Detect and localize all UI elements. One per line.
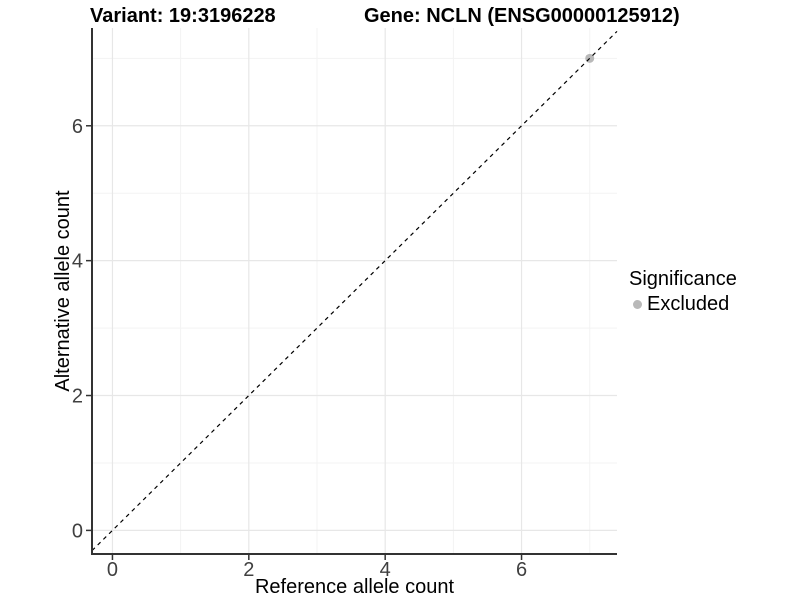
y-tick-label: 4 <box>72 251 83 273</box>
legend-entry-label: Excluded <box>647 293 730 315</box>
legend-title: Significance <box>629 268 737 290</box>
x-tick-label: 4 <box>380 559 391 581</box>
x-tick-label: 2 <box>243 559 254 581</box>
legend-entry-excluded: Excluded <box>629 293 737 316</box>
x-axis-label: Reference allele count <box>254 576 454 598</box>
legend: Significance Excluded <box>629 267 737 316</box>
chart-title-gene: Gene: NCLN (ENSG00000125912) <box>364 5 680 27</box>
y-tick-label: 6 <box>72 116 83 138</box>
y-tick-label: 2 <box>72 386 83 408</box>
chart-title-variant: Variant: 19:3196228 <box>90 5 276 27</box>
y-axis-label: Alternative allele count <box>52 190 74 392</box>
legend-key-dot <box>633 300 642 309</box>
x-tick-label: 0 <box>107 559 118 581</box>
y-tick-label: 0 <box>72 520 83 542</box>
identity-reference-line <box>91 30 618 552</box>
x-tick-label: 6 <box>516 559 527 581</box>
